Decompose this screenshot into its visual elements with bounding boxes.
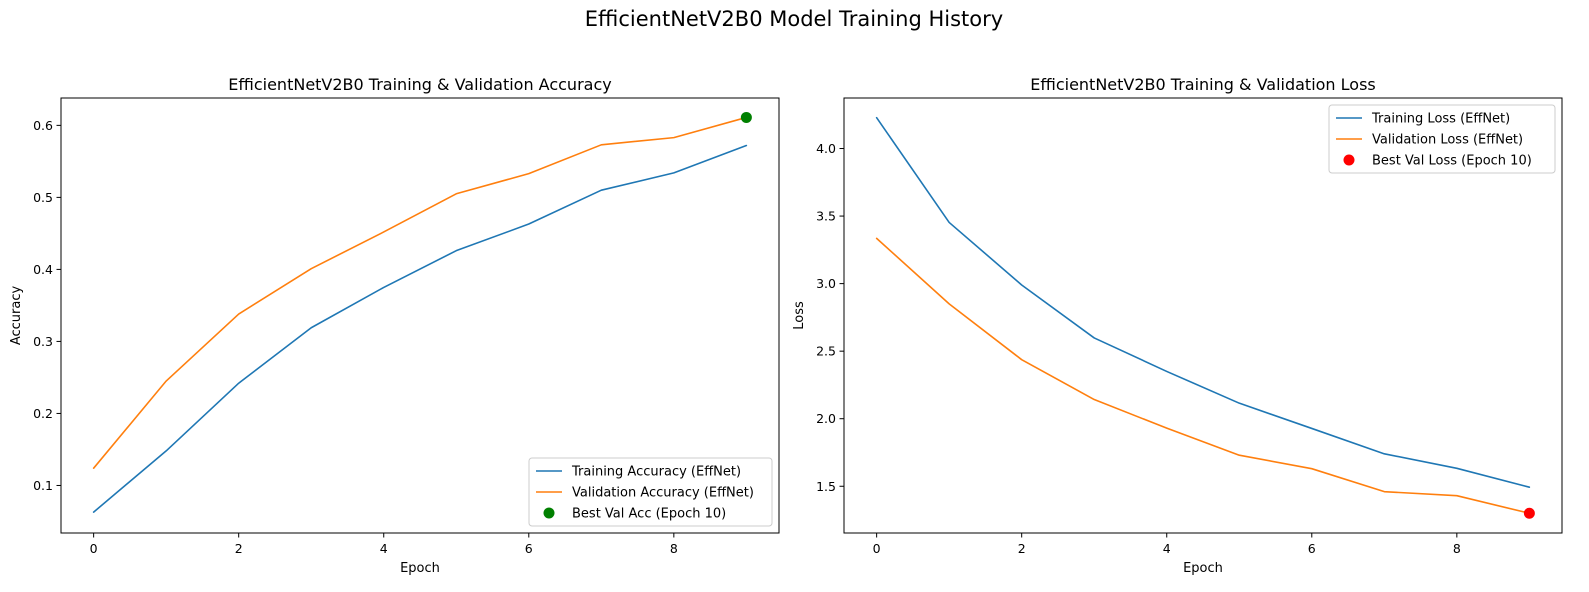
loss-y-tick-label: 2.0: [816, 411, 836, 426]
acc-legend-box: [528, 457, 773, 527]
acc-series-line-training: [92, 144, 748, 513]
loss-y-axis-label: Loss: [792, 301, 807, 330]
loss-legend-label-best-marker: Best Val Loss (Epoch 10): [1372, 154, 1532, 169]
acc-y-tick-label: 0.4: [33, 262, 53, 277]
acc-y-tick-label: 0.2: [33, 406, 53, 421]
loss-legend-label-training: Training Loss (EffNet): [1371, 112, 1510, 127]
loss-y-tick-label: 4.0: [816, 141, 836, 156]
acc-best-point-marker: [740, 111, 752, 123]
loss-x-tick-label: 2: [1018, 541, 1026, 556]
acc-x-tick-label: 0: [90, 541, 98, 556]
loss-x-tick-label: 4: [1163, 541, 1171, 556]
loss-series-line-validation: [875, 237, 1531, 515]
loss-x-tick-label: 0: [873, 541, 881, 556]
acc-chart-title: EfficientNetV2B0 Training & Validation A…: [228, 75, 611, 94]
loss-legend-box: [1328, 104, 1556, 174]
acc-legend-label-training: Training Accuracy (EffNet): [571, 465, 741, 480]
acc-x-tick-label: 6: [525, 541, 533, 556]
loss-y-tick-label: 1.5: [816, 479, 836, 494]
acc-y-tick-label: 0.6: [33, 118, 53, 133]
loss-x-tick-label: 6: [1308, 541, 1316, 556]
acc-legend-label-best-marker: Best Val Acc (Epoch 10): [572, 507, 726, 522]
acc-x-tick-label: 2: [235, 541, 243, 556]
acc-legend-swatch-best-marker: [543, 507, 555, 519]
acc-x-tick-label: 4: [380, 541, 388, 556]
acc-axes-frame: [60, 97, 780, 534]
loss-y-tick-label: 3.5: [816, 209, 836, 224]
figure-title: EfficientNetV2B0 Model Training History: [585, 7, 1003, 31]
loss-y-tick-label: 2.5: [816, 344, 836, 359]
loss-legend-label-validation: Validation Loss (EffNet): [1372, 133, 1523, 148]
loss-series-line-training: [875, 116, 1531, 489]
acc-x-tick-label: 8: [670, 541, 678, 556]
loss-x-tick-label: 8: [1453, 541, 1461, 556]
acc-x-axis-label: Epoch: [400, 561, 440, 576]
acc-y-tick-label: 0.1: [33, 478, 53, 493]
acc-y-tick-label: 0.5: [33, 190, 53, 205]
acc-series-line-validation: [92, 116, 748, 469]
acc-legend-label-validation: Validation Accuracy (EffNet): [572, 486, 754, 501]
loss-best-point-marker: [1523, 507, 1535, 519]
loss-chart-title: EfficientNetV2B0 Training & Validation L…: [1030, 75, 1376, 94]
loss-y-tick-label: 3.0: [816, 276, 836, 291]
acc-y-axis-label: Accuracy: [9, 286, 24, 346]
acc-y-tick-label: 0.3: [33, 334, 53, 349]
loss-legend: Training Loss (EffNet) Validation Loss (E…: [1328, 104, 1556, 174]
acc-legend: Training Accuracy (EffNet) Validation Acc…: [528, 457, 773, 527]
loss-legend-swatch-best-marker: [1343, 154, 1355, 166]
accuracy-chart-panel: EfficientNetV2B0 Training & Validation A…: [9, 75, 780, 576]
loss-axes-frame: [843, 97, 1563, 534]
loss-chart-panel: EfficientNetV2B0 Training & Validation L…: [792, 75, 1563, 576]
loss-x-axis-label: Epoch: [1183, 561, 1223, 576]
